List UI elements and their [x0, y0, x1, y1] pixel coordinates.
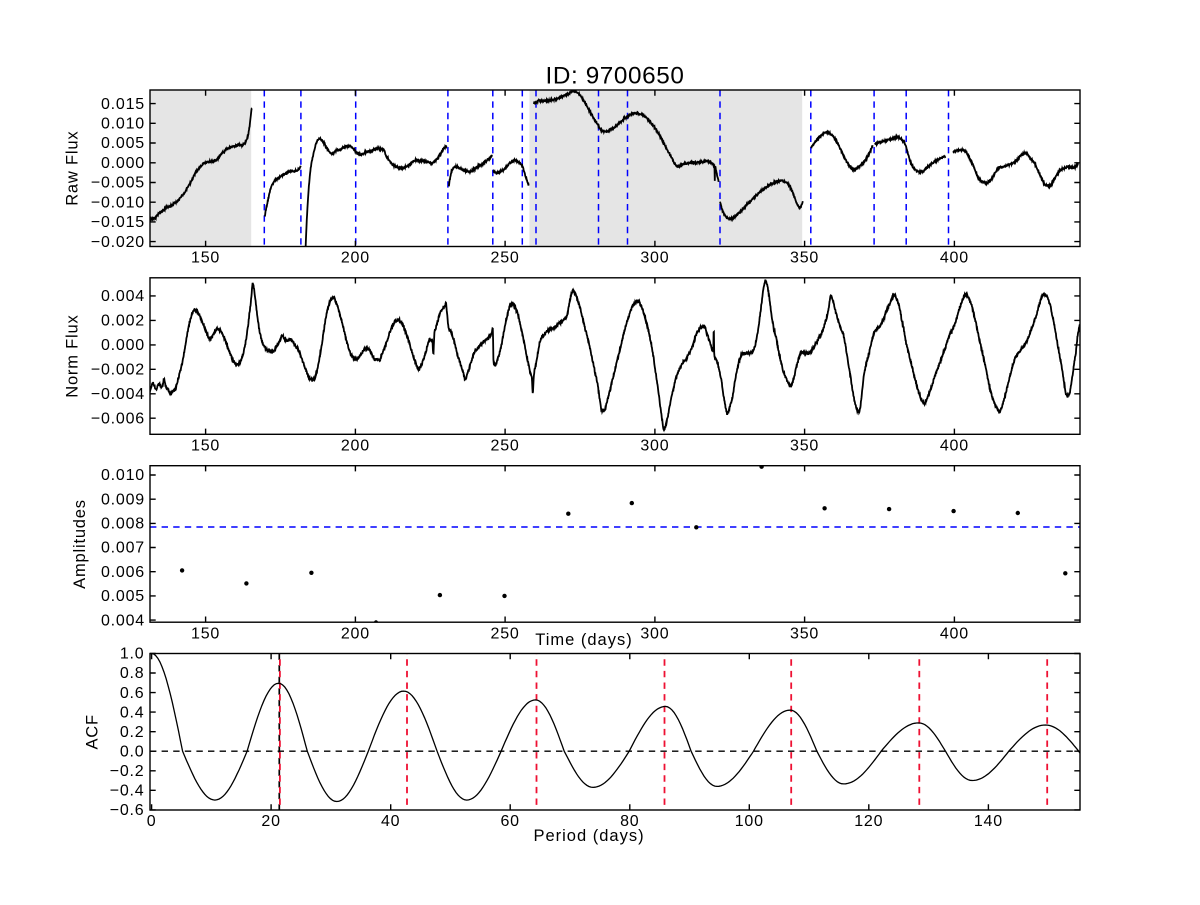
svg-text:0.0: 0.0 — [120, 743, 145, 760]
svg-text:0.000: 0.000 — [101, 337, 145, 354]
svg-text:−0.010: −0.010 — [91, 194, 145, 211]
svg-text:ACF: ACF — [84, 714, 102, 749]
svg-text:300: 300 — [640, 625, 669, 642]
svg-text:Raw Flux: Raw Flux — [64, 131, 82, 206]
svg-text:400: 400 — [940, 438, 969, 455]
svg-text:−0.015: −0.015 — [91, 214, 145, 231]
svg-text:−0.4: −0.4 — [110, 783, 145, 800]
svg-text:40: 40 — [381, 813, 400, 830]
svg-text:300: 300 — [640, 438, 669, 455]
svg-text:400: 400 — [940, 250, 969, 267]
svg-text:Norm Flux: Norm Flux — [64, 314, 82, 397]
svg-text:200: 200 — [341, 250, 370, 267]
svg-text:0.007: 0.007 — [101, 540, 145, 557]
svg-text:150: 150 — [191, 250, 220, 267]
svg-text:−0.020: −0.020 — [91, 234, 145, 251]
svg-text:0.015: 0.015 — [101, 96, 145, 113]
svg-text:400: 400 — [940, 625, 969, 642]
svg-text:ID: 9700650: ID: 9700650 — [546, 62, 685, 89]
svg-text:250: 250 — [491, 625, 520, 642]
svg-text:0.010: 0.010 — [101, 116, 145, 133]
svg-text:0.2: 0.2 — [120, 724, 145, 741]
svg-text:200: 200 — [341, 438, 370, 455]
svg-text:0.005: 0.005 — [101, 588, 145, 605]
svg-text:350: 350 — [790, 250, 819, 267]
svg-text:0.006: 0.006 — [101, 564, 145, 581]
svg-text:250: 250 — [491, 250, 520, 267]
svg-text:150: 150 — [191, 438, 220, 455]
svg-text:60: 60 — [500, 813, 519, 830]
svg-text:Amplitudes: Amplitudes — [71, 499, 89, 589]
svg-text:0.002: 0.002 — [101, 313, 145, 330]
svg-text:Period (days): Period (days) — [533, 827, 644, 845]
svg-text:0.004: 0.004 — [101, 612, 145, 629]
svg-text:350: 350 — [790, 438, 819, 455]
svg-text:20: 20 — [261, 813, 280, 830]
svg-text:250: 250 — [491, 438, 520, 455]
svg-text:Time (days): Time (days) — [535, 631, 632, 649]
svg-text:0.4: 0.4 — [120, 704, 145, 721]
svg-text:0.6: 0.6 — [120, 685, 145, 702]
svg-text:−0.004: −0.004 — [91, 386, 145, 403]
svg-text:0.008: 0.008 — [101, 516, 145, 533]
svg-text:−0.005: −0.005 — [91, 175, 145, 192]
svg-text:−0.002: −0.002 — [91, 362, 145, 379]
svg-text:140: 140 — [974, 813, 1003, 830]
svg-text:0.005: 0.005 — [101, 135, 145, 152]
svg-text:100: 100 — [735, 813, 764, 830]
svg-text:150: 150 — [191, 625, 220, 642]
svg-text:−0.6: −0.6 — [110, 802, 145, 819]
svg-text:300: 300 — [640, 250, 669, 267]
svg-text:−0.2: −0.2 — [110, 763, 145, 780]
svg-text:0.010: 0.010 — [101, 467, 145, 484]
svg-text:0.8: 0.8 — [120, 665, 145, 682]
svg-text:1.0: 1.0 — [120, 646, 145, 663]
svg-text:0: 0 — [147, 813, 157, 830]
svg-text:120: 120 — [854, 813, 883, 830]
svg-text:200: 200 — [341, 625, 370, 642]
svg-text:0.009: 0.009 — [101, 491, 145, 508]
svg-text:−0.006: −0.006 — [91, 410, 145, 427]
svg-text:0.000: 0.000 — [101, 155, 145, 172]
svg-text:0.004: 0.004 — [101, 288, 145, 305]
svg-text:350: 350 — [790, 625, 819, 642]
svg-text:80: 80 — [620, 813, 639, 830]
